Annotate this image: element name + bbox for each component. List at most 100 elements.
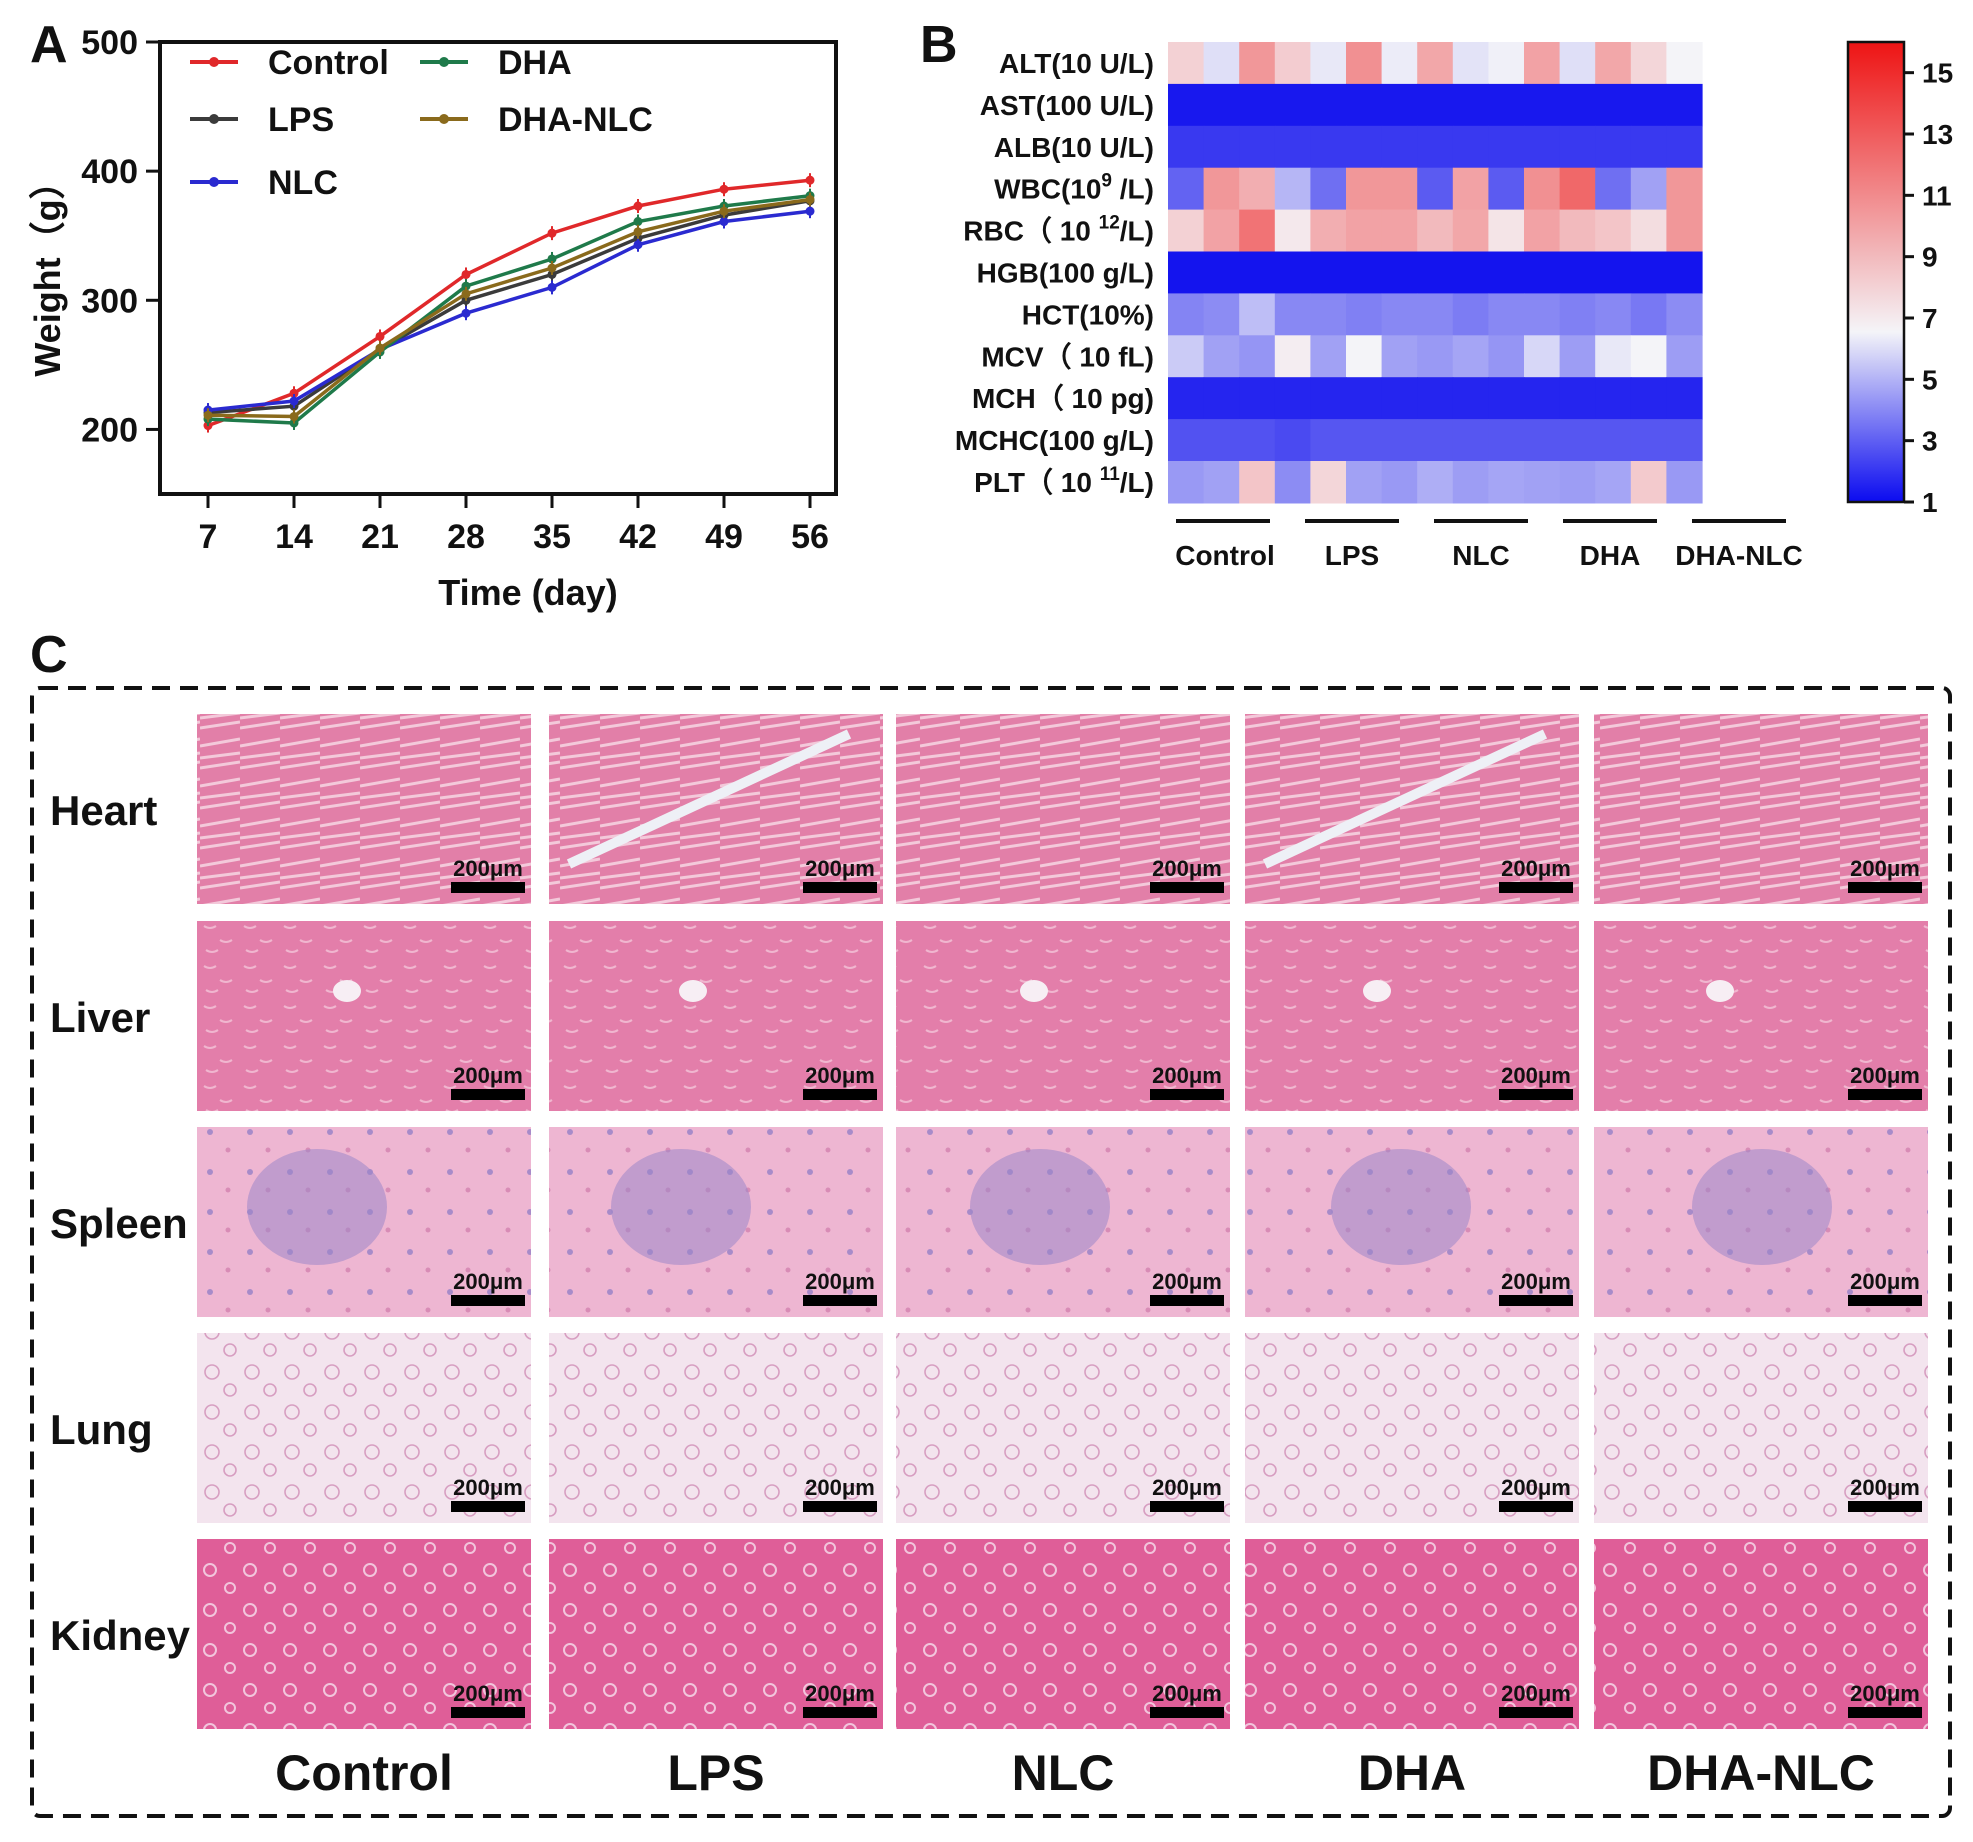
heatmap-cell [1488,251,1525,294]
line-chart-frame [158,40,838,496]
heatmap-cell [1595,209,1632,253]
histology-image-kidney-dha-nlc: 200μm [1594,1539,1928,1729]
scale-bar-label: 200μm [1850,1475,1920,1500]
group-label-nlc: NLC [1452,540,1510,571]
heatmap-cell [1417,167,1454,211]
histology-image-spleen-dha-nlc: 200μm [1594,1127,1928,1317]
histology-image-liver-nlc: 200μm [896,921,1230,1111]
heatmap-cell [1310,167,1347,211]
heatmap-cell [1666,167,1703,211]
organ-label-kidney: Kidney [50,1612,191,1659]
scale-bar [803,1707,877,1718]
heatmap-cell [1239,167,1276,211]
column-label-nlc: NLC [1012,1745,1115,1801]
column-label-dha-nlc: DHA-NLC [1647,1745,1875,1801]
group-label-dha: DHA [1580,540,1641,571]
scale-bar [1499,1501,1573,1512]
heatmap-cell [1310,335,1347,378]
scale-bar [1848,1707,1922,1718]
data-point [203,410,213,420]
heatmap-cell [1452,83,1489,127]
colorbar-tick-label: 3 [1922,426,1938,457]
histology-image-lung-nlc: 200μm [896,1333,1230,1523]
heatmap-cell [1346,42,1383,85]
heatmap-cell [1559,251,1596,294]
heatmap-cell [1346,167,1383,211]
heatmap-cell [1630,377,1667,420]
scale-bar-label: 200μm [453,1681,523,1706]
heatmap-cell [1381,209,1418,253]
fiber-gap [566,729,852,869]
heatmap-cell [1274,293,1311,336]
scale-bar [1150,1089,1224,1100]
heatmap-cell [1417,251,1454,294]
panel-b: B ALT(10 U/L) AST(100 U/L) ALB(10 U/L) WBC(… [920,16,1953,571]
group-label-dha-nlc: DHA-NLC [1675,540,1803,571]
histology-image-kidney-dha: 200μm [1245,1539,1579,1729]
scale-bar [1499,1295,1573,1306]
heatmap-cell [1666,83,1703,127]
scale-bar-label: 200μm [1152,1269,1222,1294]
scale-bar [1150,1707,1224,1718]
heatmap-cell [1488,335,1525,378]
heatmap-cell [1381,251,1418,294]
heatmap-cell [1203,167,1240,211]
histology-image-heart-control: 200μm [197,714,531,904]
heatmap-cell [1666,419,1703,462]
x-tick-label: 21 [361,518,399,556]
heatmap-cells [1168,42,1703,504]
heatmap-cell [1168,335,1205,378]
heatmap-cell [1488,293,1525,336]
scale-bar [1150,882,1224,893]
heatmap-cell [1595,251,1632,294]
scale-bar-label: 200μm [1152,1063,1222,1088]
y-tick-label: 300 [81,282,138,320]
heatmap-cell [1274,209,1311,253]
histology-image-liver-dha-nlc: 200μm [1594,921,1928,1111]
scale-bar [803,1501,877,1512]
heatmap-cell [1417,42,1454,85]
heatmap-cell [1559,125,1596,169]
series-line-nlc [207,209,811,412]
heatmap-cell [1559,209,1596,253]
heatmap-cell [1310,83,1347,127]
y-axis: 200 300 400 500 [81,24,160,449]
scale-bar-label: 200μm [1501,856,1571,881]
heatmap-cell [1346,335,1383,378]
column-label-control: Control [275,1745,453,1801]
central-vein [1020,980,1048,1002]
heatmap-cell [1381,83,1418,127]
white-pulp-nodule [247,1149,387,1265]
histology-image-spleen-dha: 200μm [1245,1127,1579,1317]
legend-label-nlc: NLC [268,164,338,202]
heatmap-cell [1524,335,1561,378]
data-point [719,184,729,194]
organ-label-liver: Liver [50,994,150,1041]
histology-image-lung-lps: 200μm [549,1333,883,1523]
histology-image-lung-dha: 200μm [1245,1333,1579,1523]
data-point [461,281,471,291]
scale-bar-label: 200μm [1501,1681,1571,1706]
heatmap-cell [1274,125,1311,169]
heatmap-cell [1559,167,1596,211]
heatmap-cell [1630,419,1667,462]
heatmap-cell [1239,209,1276,253]
heatmap-cell [1381,461,1418,504]
heatmap-cell [1417,293,1454,336]
heatmap-cell [1346,83,1383,127]
heatmap-cell [1559,335,1596,378]
heatmap-cell [1524,125,1561,169]
heatmap-cell [1524,419,1561,462]
central-vein [1363,980,1391,1002]
heatmap-cell [1203,251,1240,294]
heatmap-cell [1417,461,1454,504]
heatmap-cell [1666,461,1703,504]
heatmap-cell [1203,461,1240,504]
histology-image-kidney-control: 200μm [197,1539,531,1729]
legend-marker [439,57,449,67]
scale-bar-label: 200μm [1850,1063,1920,1088]
colorbar-tick-label: 1 [1922,487,1938,518]
heatmap-cell [1310,125,1347,169]
data-point [547,282,557,292]
legend-marker [209,57,219,67]
